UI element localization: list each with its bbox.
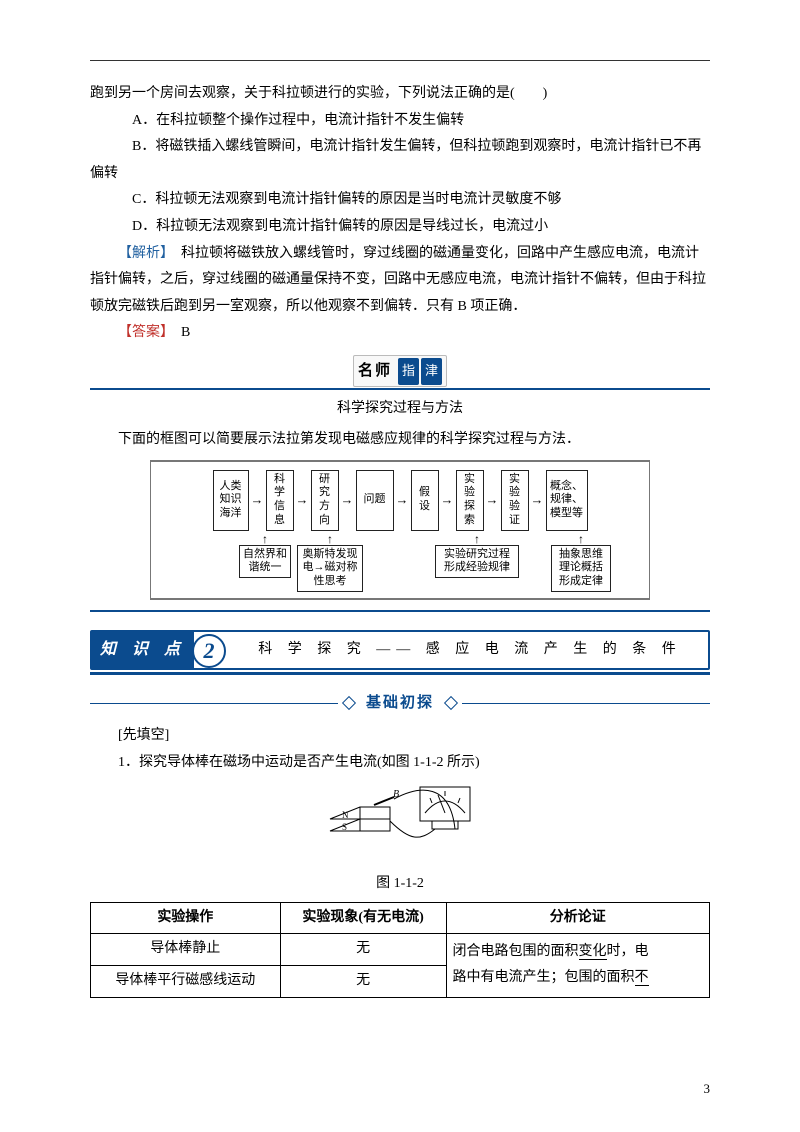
- pill-2: 津: [421, 358, 442, 385]
- flow-under-rule: [90, 610, 710, 612]
- analysis: 【解析】 科拉顿将磁铁放入螺线管时，穿过线圈的磁通量变化，回路中产生感应电流，电…: [90, 241, 710, 321]
- section-sub: 下面的框图可以简要展示法拉第发现电磁感应规律的科学探究过程与方法．: [90, 427, 710, 454]
- flow-box: 科学信息: [266, 470, 294, 531]
- cell-op: 导体棒平行磁感线运动: [91, 965, 281, 997]
- table-header-row: 实验操作 实验现象(有无电流) 分析论证: [91, 902, 710, 934]
- fig-caption: 图 1-1-2: [90, 871, 710, 898]
- kp-number: 2: [192, 634, 226, 668]
- arrow-right-icon: →: [484, 470, 501, 531]
- option-b: B．将磁铁插入螺线管瞬间，电流计指针发生偏转，但科拉顿跑到观察时，电流计指针已不…: [90, 134, 710, 187]
- flow-box: 人类知识海洋: [213, 470, 249, 531]
- diamond-icon: [342, 696, 356, 710]
- flow-box: 实验验证: [501, 470, 529, 531]
- flow-box: 抽象思维理论概括形成定律: [551, 545, 611, 592]
- analysis-label: 【解析】: [118, 246, 167, 261]
- option-a: A．在科拉顿整个操作过程中，电流计指针不发生偏转: [90, 108, 710, 135]
- flow-bottom: ↑ 自然界和谐统一 ↑ 奥斯特发现电→磁对称性思考 ↑ 实验研究过程形成经验规律…: [157, 533, 643, 592]
- answer-text: B: [167, 325, 190, 340]
- question-stem: 跑到另一个房间去观察，关于科拉顿进行的实验，下列说法正确的是( ): [90, 81, 710, 108]
- answer-label: 【答案】: [118, 325, 167, 340]
- flow-box: 假设: [411, 470, 439, 531]
- flow-box: 概念、规律、模型等: [546, 470, 588, 531]
- kp-underline: [90, 672, 710, 675]
- teacher-tip-text: 名师: [358, 357, 392, 386]
- arrow-right-icon: →: [294, 470, 311, 531]
- arrow-up-icon: ↑: [262, 533, 268, 545]
- teacher-tip-banner: 名师 指 津: [90, 355, 710, 388]
- flow-box: 奥斯特发现电→磁对称性思考: [297, 545, 363, 592]
- analysis-text: 科拉顿将磁铁放入螺线管时，穿过线圈的磁通量变化，回路中产生感应电流，电流计指针偏…: [90, 246, 706, 314]
- kp-right: 科 学 探 究 —— 感 应 电 流 产 生 的 条 件: [232, 632, 708, 668]
- experiment-illustration: N S B: [90, 781, 710, 872]
- kp-left: 知 识 点: [92, 632, 194, 668]
- page-number: 3: [704, 1077, 711, 1102]
- arrow-up-icon: ↑: [578, 533, 584, 545]
- arrow-right-icon: →: [529, 470, 546, 531]
- cell-op: 导体棒静止: [91, 934, 281, 966]
- teacher-tip-rule: [90, 388, 710, 390]
- top-rule: [90, 60, 710, 61]
- teacher-tip-pill: 指 津: [396, 358, 442, 385]
- arrow-right-icon: →: [249, 470, 266, 531]
- content: 跑到另一个房间去观察，关于科拉顿进行的实验，下列说法正确的是( ) A．在科拉顿…: [90, 81, 710, 998]
- flow-box: 实验研究过程形成经验规律: [435, 545, 519, 579]
- flowchart: 人类知识海洋 → 科学信息 → 研究方向 → 问题 → 假设 → 实验探索 → …: [150, 460, 650, 600]
- svg-text:S: S: [342, 822, 347, 832]
- arrow-up-icon: ↑: [474, 533, 480, 545]
- flow-box: 自然界和谐统一: [239, 545, 291, 579]
- svg-text:N: N: [342, 810, 349, 820]
- arrow-right-icon: →: [394, 470, 411, 531]
- th-op: 实验操作: [91, 902, 281, 934]
- experiment-table: 实验操作 实验现象(有无电流) 分析论证 导体棒静止 无 闭合电路包围的面积变化…: [90, 902, 710, 998]
- diamond-icon: [444, 696, 458, 710]
- flow-box: 实验探索: [456, 470, 484, 531]
- arrow-up-icon: ↑: [327, 533, 333, 545]
- base-divider-text: 基础初探: [360, 689, 440, 718]
- answer: 【答案】 B: [90, 320, 710, 347]
- cell-res: 无: [280, 934, 446, 966]
- flow-box: 问题: [356, 470, 394, 531]
- knowledge-point-banner: 知 识 点 2 科 学 探 究 —— 感 应 电 流 产 生 的 条 件: [90, 630, 710, 670]
- prefill-label: [先填空]: [90, 723, 710, 750]
- th-res: 实验现象(有无电流): [280, 902, 446, 934]
- flow-box: 研究方向: [311, 470, 339, 531]
- th-ana: 分析论证: [446, 902, 709, 934]
- option-c: C．科拉顿无法观察到电流计指针偏转的原因是当时电流计灵敏度不够: [90, 187, 710, 214]
- cell-res: 无: [280, 965, 446, 997]
- section-title: 科学探究过程与方法: [90, 396, 710, 423]
- arrow-right-icon: →: [339, 470, 356, 531]
- base-divider: 基础初探: [90, 689, 710, 718]
- cell-conclusion: 闭合电路包围的面积变化时，电 路中有电流产生；包围的面积不: [446, 934, 709, 997]
- arrow-right-icon: →: [439, 470, 456, 531]
- table-row: 导体棒静止 无 闭合电路包围的面积变化时，电 路中有电流产生；包围的面积不: [91, 934, 710, 966]
- exp1-title: 1．探究导体棒在磁场中运动是否产生电流(如图 1-1-2 所示): [90, 750, 710, 777]
- flow-top: 人类知识海洋 → 科学信息 → 研究方向 → 问题 → 假设 → 实验探索 → …: [157, 470, 643, 531]
- option-d: D．科拉顿无法观察到电流计指针偏转的原因是导线过长，电流过小: [90, 214, 710, 241]
- pill-1: 指: [398, 358, 419, 385]
